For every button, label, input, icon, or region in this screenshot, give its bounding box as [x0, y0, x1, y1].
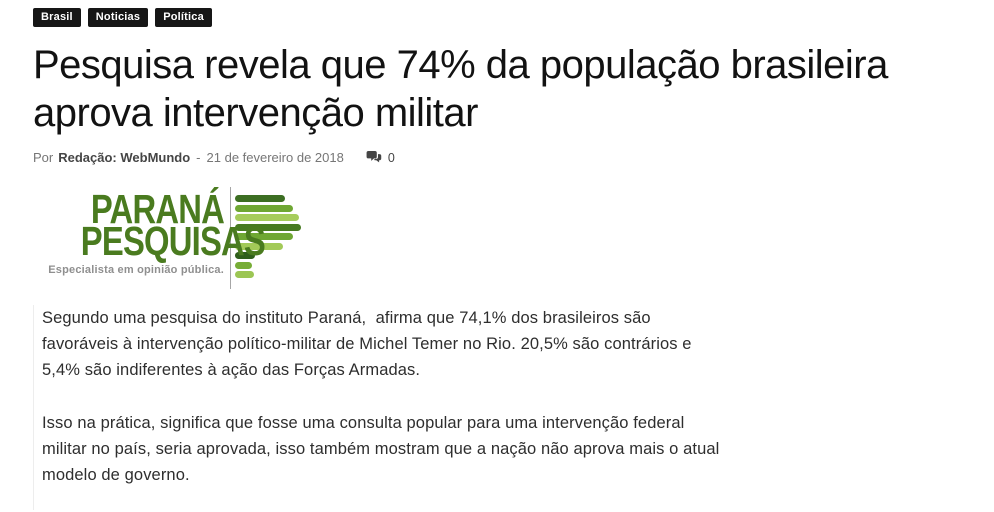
logo-bar: [235, 195, 285, 202]
logo-divider-line: [230, 187, 231, 289]
paragraph-2: Isso na prática, significa que fosse uma…: [42, 410, 994, 488]
byline: Por Redação: WebMundo - 21 de fevereiro …: [33, 150, 994, 165]
logo-bar: [235, 204, 293, 212]
byline-prefix: Por: [33, 150, 54, 165]
paragraph-1: Segundo uma pesquisa do instituto Paraná…: [42, 305, 994, 383]
logo-bar: [235, 271, 254, 278]
logo-title-line2: PESQUISAS: [80, 218, 266, 264]
category-tags: Brasil Noticias Política: [33, 8, 994, 27]
logo-bar: [235, 233, 293, 240]
logo-bar: [235, 223, 301, 231]
comments-link[interactable]: 0: [366, 151, 395, 165]
paragraph-2-line-2: militar no país, seria aprovada, isso ta…: [42, 440, 720, 458]
logo-tagline: Especialista em opinião pública.: [48, 264, 224, 276]
logo-bar: [235, 252, 255, 259]
tag-politica[interactable]: Política: [155, 8, 212, 27]
comments-count: 0: [387, 150, 395, 165]
tag-noticias[interactable]: Noticias: [87, 8, 149, 27]
parana-pesquisas-logo: PARANÁ PESQUISAS Especialista em opinião…: [45, 185, 994, 289]
publish-date: 21 de fevereiro de 2018: [206, 150, 344, 165]
author-link[interactable]: Redação: WebMundo: [58, 150, 191, 165]
logo-bar: [235, 261, 252, 269]
paragraph-1-line-1: Segundo uma pesquisa do instituto Paraná…: [42, 309, 651, 327]
byline-separator: -: [196, 150, 201, 165]
logo-bars-icon: [231, 185, 301, 281]
paragraph-1-line-3: 5,4% são indiferentes à ação das Forças …: [42, 361, 421, 379]
logo-bar: [235, 242, 283, 250]
paragraph-2-line-3: modelo de governo.: [42, 466, 190, 484]
paragraph-2-line-1: Isso na prática, significa que fosse uma…: [42, 414, 685, 432]
logo-title-line1: PARANÁ: [90, 186, 225, 232]
article-headline: Pesquisa revela que 74% da população bra…: [33, 43, 888, 135]
article-body: Segundo uma pesquisa do instituto Paraná…: [33, 305, 994, 510]
paragraph-1-line-2: favoráveis à intervenção político-milita…: [42, 335, 692, 353]
logo-bar: [235, 214, 299, 221]
speech-bubbles-icon: [366, 151, 382, 164]
logo-text-block: PARANÁ PESQUISAS Especialista em opinião…: [45, 185, 266, 277]
tag-brasil[interactable]: Brasil: [33, 8, 81, 27]
